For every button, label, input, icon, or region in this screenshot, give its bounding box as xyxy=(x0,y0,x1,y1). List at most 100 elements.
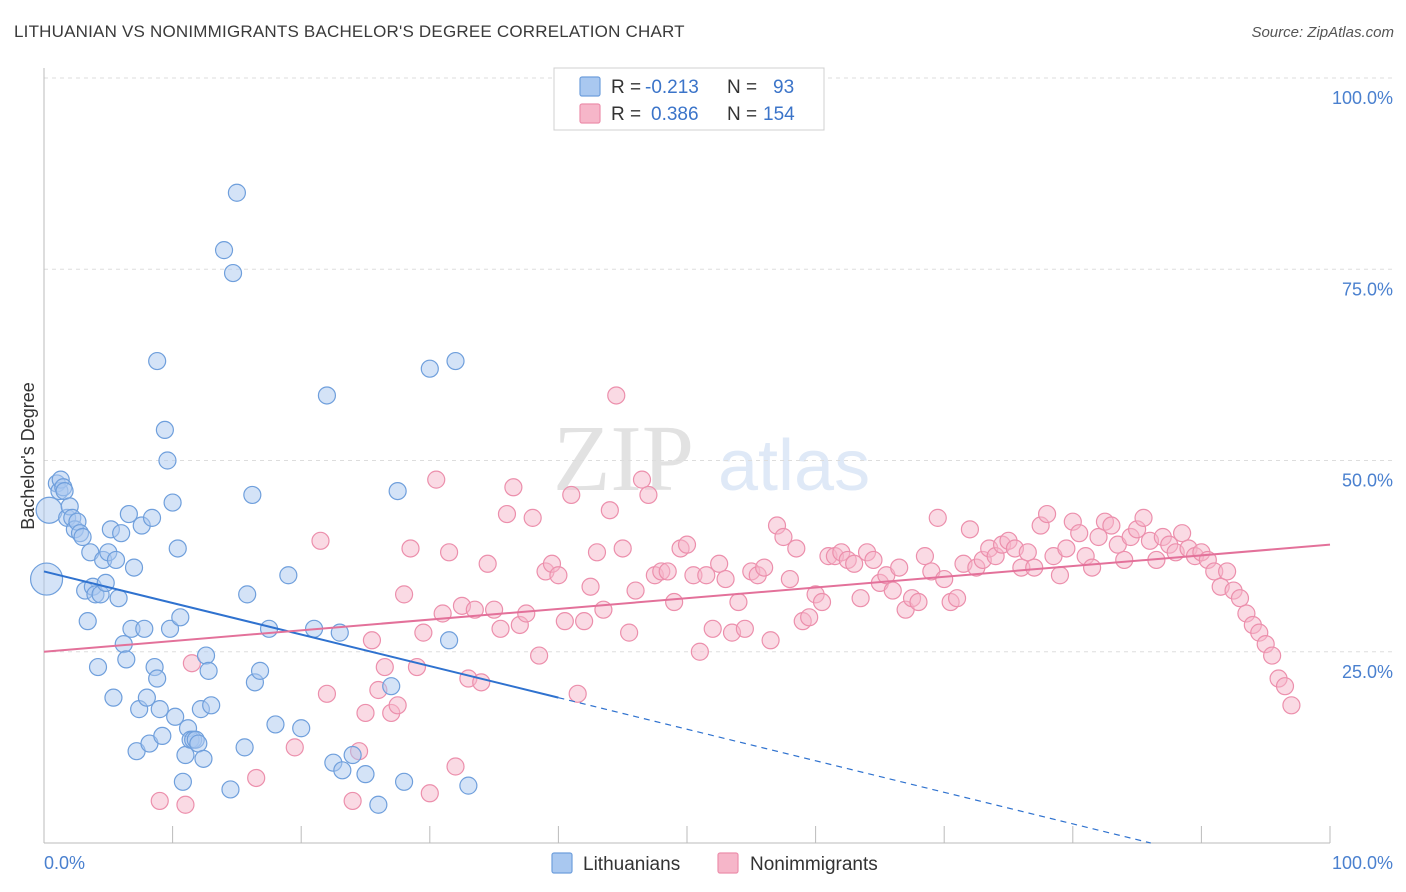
nonimmigrants-point xyxy=(703,619,722,638)
lithuanians-point xyxy=(221,780,240,799)
y-axis-title: Bachelor's Degree xyxy=(18,382,38,530)
lithuanians-point xyxy=(155,420,174,439)
legend-swatch-lithuanians xyxy=(551,852,573,874)
y-tick-label: 50.0% xyxy=(1342,471,1393,491)
stats-r-value-1: -0.213 xyxy=(645,77,699,98)
nonimmigrants-point xyxy=(935,569,954,589)
nonimmigrants-point xyxy=(388,696,407,715)
lithuanians-point xyxy=(112,524,131,543)
nonimmigrants-point xyxy=(620,623,639,642)
nonimmigrants-point xyxy=(626,581,645,600)
nonimmigrants-point xyxy=(427,470,446,489)
lithuanians-point xyxy=(173,772,192,791)
source-label: Source: ZipAtlas.com xyxy=(1251,24,1394,41)
stats-r-label-1: R = xyxy=(611,77,641,98)
y-tick-label: 75.0% xyxy=(1342,279,1393,299)
nonimmigrants-point xyxy=(607,386,626,405)
lithuanians-point xyxy=(235,738,254,757)
lithuanians-point xyxy=(343,745,362,765)
lithuanians-point xyxy=(199,661,218,680)
nonimmigrants-point xyxy=(1025,558,1044,577)
nonimmigrants-point xyxy=(613,539,632,558)
nonimmigrants-point xyxy=(285,738,304,757)
lithuanians-point xyxy=(160,619,180,638)
lithuanians-point xyxy=(382,677,401,696)
lithuanians-point xyxy=(189,734,208,753)
nonimmigrants-point xyxy=(735,619,754,638)
lithuanians-point xyxy=(171,608,190,627)
nonimmigrants-point xyxy=(414,623,433,642)
nonimmigrants-point xyxy=(677,535,697,554)
lithuanians-point xyxy=(227,183,246,202)
lithuanians-points xyxy=(29,183,478,814)
nonimmigrants-point xyxy=(864,550,883,570)
nonimmigrants-point xyxy=(1037,504,1057,524)
nonimmigrants-trend-line xyxy=(43,543,1331,653)
lithuanians-point xyxy=(279,566,298,585)
nonimmigrants-point xyxy=(1115,550,1134,570)
nonimmigrants-point xyxy=(420,784,439,803)
nonimmigrants-point xyxy=(247,768,266,788)
legend-swatch-nonimmigrants xyxy=(717,852,739,874)
nonimmigrants-point xyxy=(1082,558,1102,577)
nonimmigrants-point xyxy=(394,585,414,604)
lithuanians-point xyxy=(168,539,187,558)
x-tick-label-min: 0.0% xyxy=(44,853,85,873)
lithuanians-point xyxy=(153,726,172,746)
lithuanians-point xyxy=(106,550,126,570)
nonimmigrants-point xyxy=(639,485,658,505)
nonimmigrants-point xyxy=(928,508,947,527)
x-ticks xyxy=(43,826,1331,843)
y-tick-label: 25.0% xyxy=(1342,662,1393,682)
nonimmigrants-point xyxy=(401,539,420,558)
nonimmigrants-point xyxy=(729,592,748,612)
nonimmigrants-point xyxy=(1173,524,1192,543)
stats-swatch-lithuanians xyxy=(579,76,601,97)
chart-title: LITHUANIAN VS NONIMMIGRANTS BACHELOR'S D… xyxy=(14,22,685,41)
lithuanians-point xyxy=(238,585,257,604)
lithuanians-point xyxy=(388,482,407,501)
nonimmigrants-point xyxy=(523,508,542,527)
lithuanians-point xyxy=(124,558,144,577)
nonimmigrants-point xyxy=(755,558,774,577)
trend-lines xyxy=(43,543,1331,844)
nonimmigrants-point xyxy=(890,558,909,577)
lithuanians-point xyxy=(109,589,128,608)
legend-label-nonimmigrants: Nonimmigrants xyxy=(750,854,878,875)
lithuanians-point xyxy=(88,657,108,677)
nonimmigrants-point xyxy=(632,470,652,489)
nonimmigrants-point xyxy=(812,592,832,612)
lithuanians-point xyxy=(394,772,414,791)
nonimmigrants-point xyxy=(600,501,619,520)
nonimmigrants-point xyxy=(311,531,330,550)
nonimmigrants-point xyxy=(960,520,980,539)
nonimmigrants-point xyxy=(182,654,201,673)
nonimmigrants-point xyxy=(774,527,793,547)
nonimmigrants-point xyxy=(575,612,594,631)
nonimmigrants-point xyxy=(1275,677,1295,696)
nonimmigrants-point xyxy=(915,547,935,566)
stats-swatch-nonimmigrants xyxy=(579,103,601,124)
nonimmigrants-point xyxy=(465,600,484,619)
nonimmigrants-point xyxy=(176,795,195,814)
stats-n-label-1: N = xyxy=(727,77,757,98)
nonimmigrants-point xyxy=(504,478,523,497)
stats-box: R = -0.213 N = 93 R = 0.386 N = 154 xyxy=(553,67,825,131)
x-tick-label-max: 100.0% xyxy=(1332,853,1393,873)
nonimmigrants-point xyxy=(710,554,729,573)
nonimmigrants-point xyxy=(478,554,497,573)
lithuanians-point xyxy=(356,765,375,784)
nonimmigrants-point xyxy=(362,631,382,650)
lithuanians-trend-extension xyxy=(558,697,1151,844)
nonimmigrants-point xyxy=(947,589,967,608)
y-tick-label: 100.0% xyxy=(1332,88,1393,108)
nonimmigrants-point xyxy=(1230,589,1250,608)
stats-n-value-1: 93 xyxy=(773,77,794,98)
lithuanians-point xyxy=(196,646,216,665)
lithuanians-point xyxy=(333,761,352,780)
watermark-atlas: atlas xyxy=(718,426,870,506)
nonimmigrants-point xyxy=(1263,646,1282,665)
legend-label-lithuanians: Lithuanians xyxy=(583,854,680,875)
lithuanians-point xyxy=(459,776,478,795)
